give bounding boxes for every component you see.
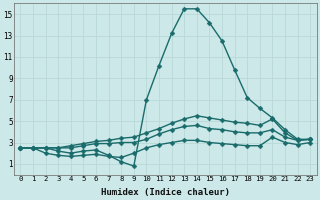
X-axis label: Humidex (Indice chaleur): Humidex (Indice chaleur) [101, 188, 230, 197]
